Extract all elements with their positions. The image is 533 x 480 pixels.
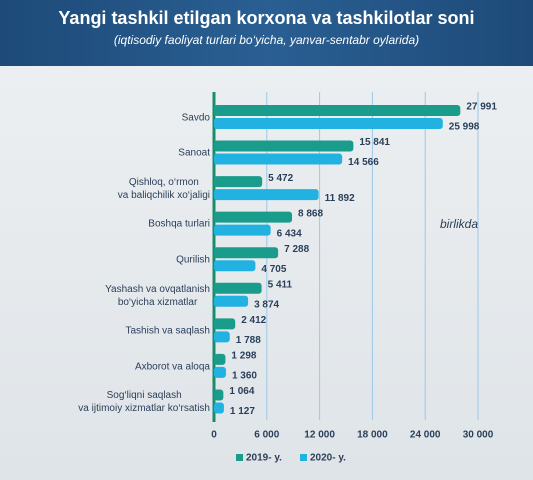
y-tick-label: Sog‘liqni saqlash va ijtimoiy xizmatlar … <box>78 390 210 415</box>
y-tick-label: Qishloq, o‘rmon va baliqchilik xo‘jaligi <box>117 176 210 201</box>
header: Yangi tashkil etilgan korxona va tashkil… <box>0 0 533 66</box>
bar <box>214 318 236 330</box>
bar <box>214 118 443 129</box>
value-label: 1 064 <box>229 386 254 397</box>
bar <box>214 389 224 401</box>
bar <box>214 366 226 378</box>
bar <box>214 224 271 236</box>
value-label: 1 298 <box>231 351 256 362</box>
value-label: 8 868 <box>298 208 323 219</box>
x-tick-label: 24 000 <box>410 430 441 441</box>
bar <box>214 140 354 152</box>
value-label: 1 127 <box>230 406 255 417</box>
y-tick-label: Yashash va ovqatlanish bo‘yicha xizmatla… <box>105 283 210 308</box>
bar <box>214 176 263 188</box>
bar <box>214 295 249 307</box>
x-tick-label: 12 000 <box>304 430 335 441</box>
x-tick-label: 30 000 <box>463 430 494 441</box>
value-label: 5 472 <box>268 173 293 184</box>
value-label: 6 434 <box>277 228 302 239</box>
bar <box>214 211 293 223</box>
bar <box>214 153 343 165</box>
x-tick-label: 0 <box>211 430 217 441</box>
y-tick-label: Sanoat <box>178 147 210 159</box>
bar <box>214 402 224 414</box>
bar <box>214 331 230 343</box>
value-label: 5 411 <box>268 279 293 290</box>
value-label: 1 788 <box>236 335 261 346</box>
chart-subtitle: (iqtisodiy faoliyat turlari bo‘yicha, ya… <box>113 33 420 47</box>
legend-swatch <box>236 454 243 461</box>
y-tick-label: Qurilish <box>176 254 210 266</box>
bar <box>214 282 262 294</box>
bar <box>214 189 319 201</box>
value-label: 11 892 <box>325 193 355 204</box>
value-label: 4 705 <box>261 264 286 275</box>
bar <box>214 353 226 365</box>
x-tick-label: 6 000 <box>254 430 279 441</box>
value-label: 27 991 <box>466 102 497 113</box>
value-label: 14 566 <box>348 157 379 168</box>
value-label: 2 412 <box>241 315 266 326</box>
y-tick-label: Boshqa turlari <box>148 218 210 230</box>
value-label: 15 841 <box>359 137 390 148</box>
y-tick-label: Axborot va aloqa <box>134 361 210 373</box>
y-tick-label: Savdo <box>181 112 210 124</box>
value-label: 25 998 <box>449 122 480 133</box>
annotation: birlikda <box>440 217 478 231</box>
x-tick-label: 18 000 <box>357 430 388 441</box>
value-label: 3 874 <box>254 299 279 310</box>
legend-label: 2020- y. <box>310 453 346 464</box>
legend-swatch <box>300 454 307 461</box>
chart-title: Yangi tashkil etilgan korxona va tashkil… <box>58 8 475 28</box>
bar <box>214 105 461 116</box>
bar <box>214 247 279 259</box>
value-label: 1 360 <box>232 371 257 382</box>
value-label: 7 288 <box>284 244 309 255</box>
legend-label: 2019- y. <box>246 453 282 464</box>
bar <box>214 260 256 272</box>
y-tick-label: Tashish va saqlash <box>125 325 211 337</box>
